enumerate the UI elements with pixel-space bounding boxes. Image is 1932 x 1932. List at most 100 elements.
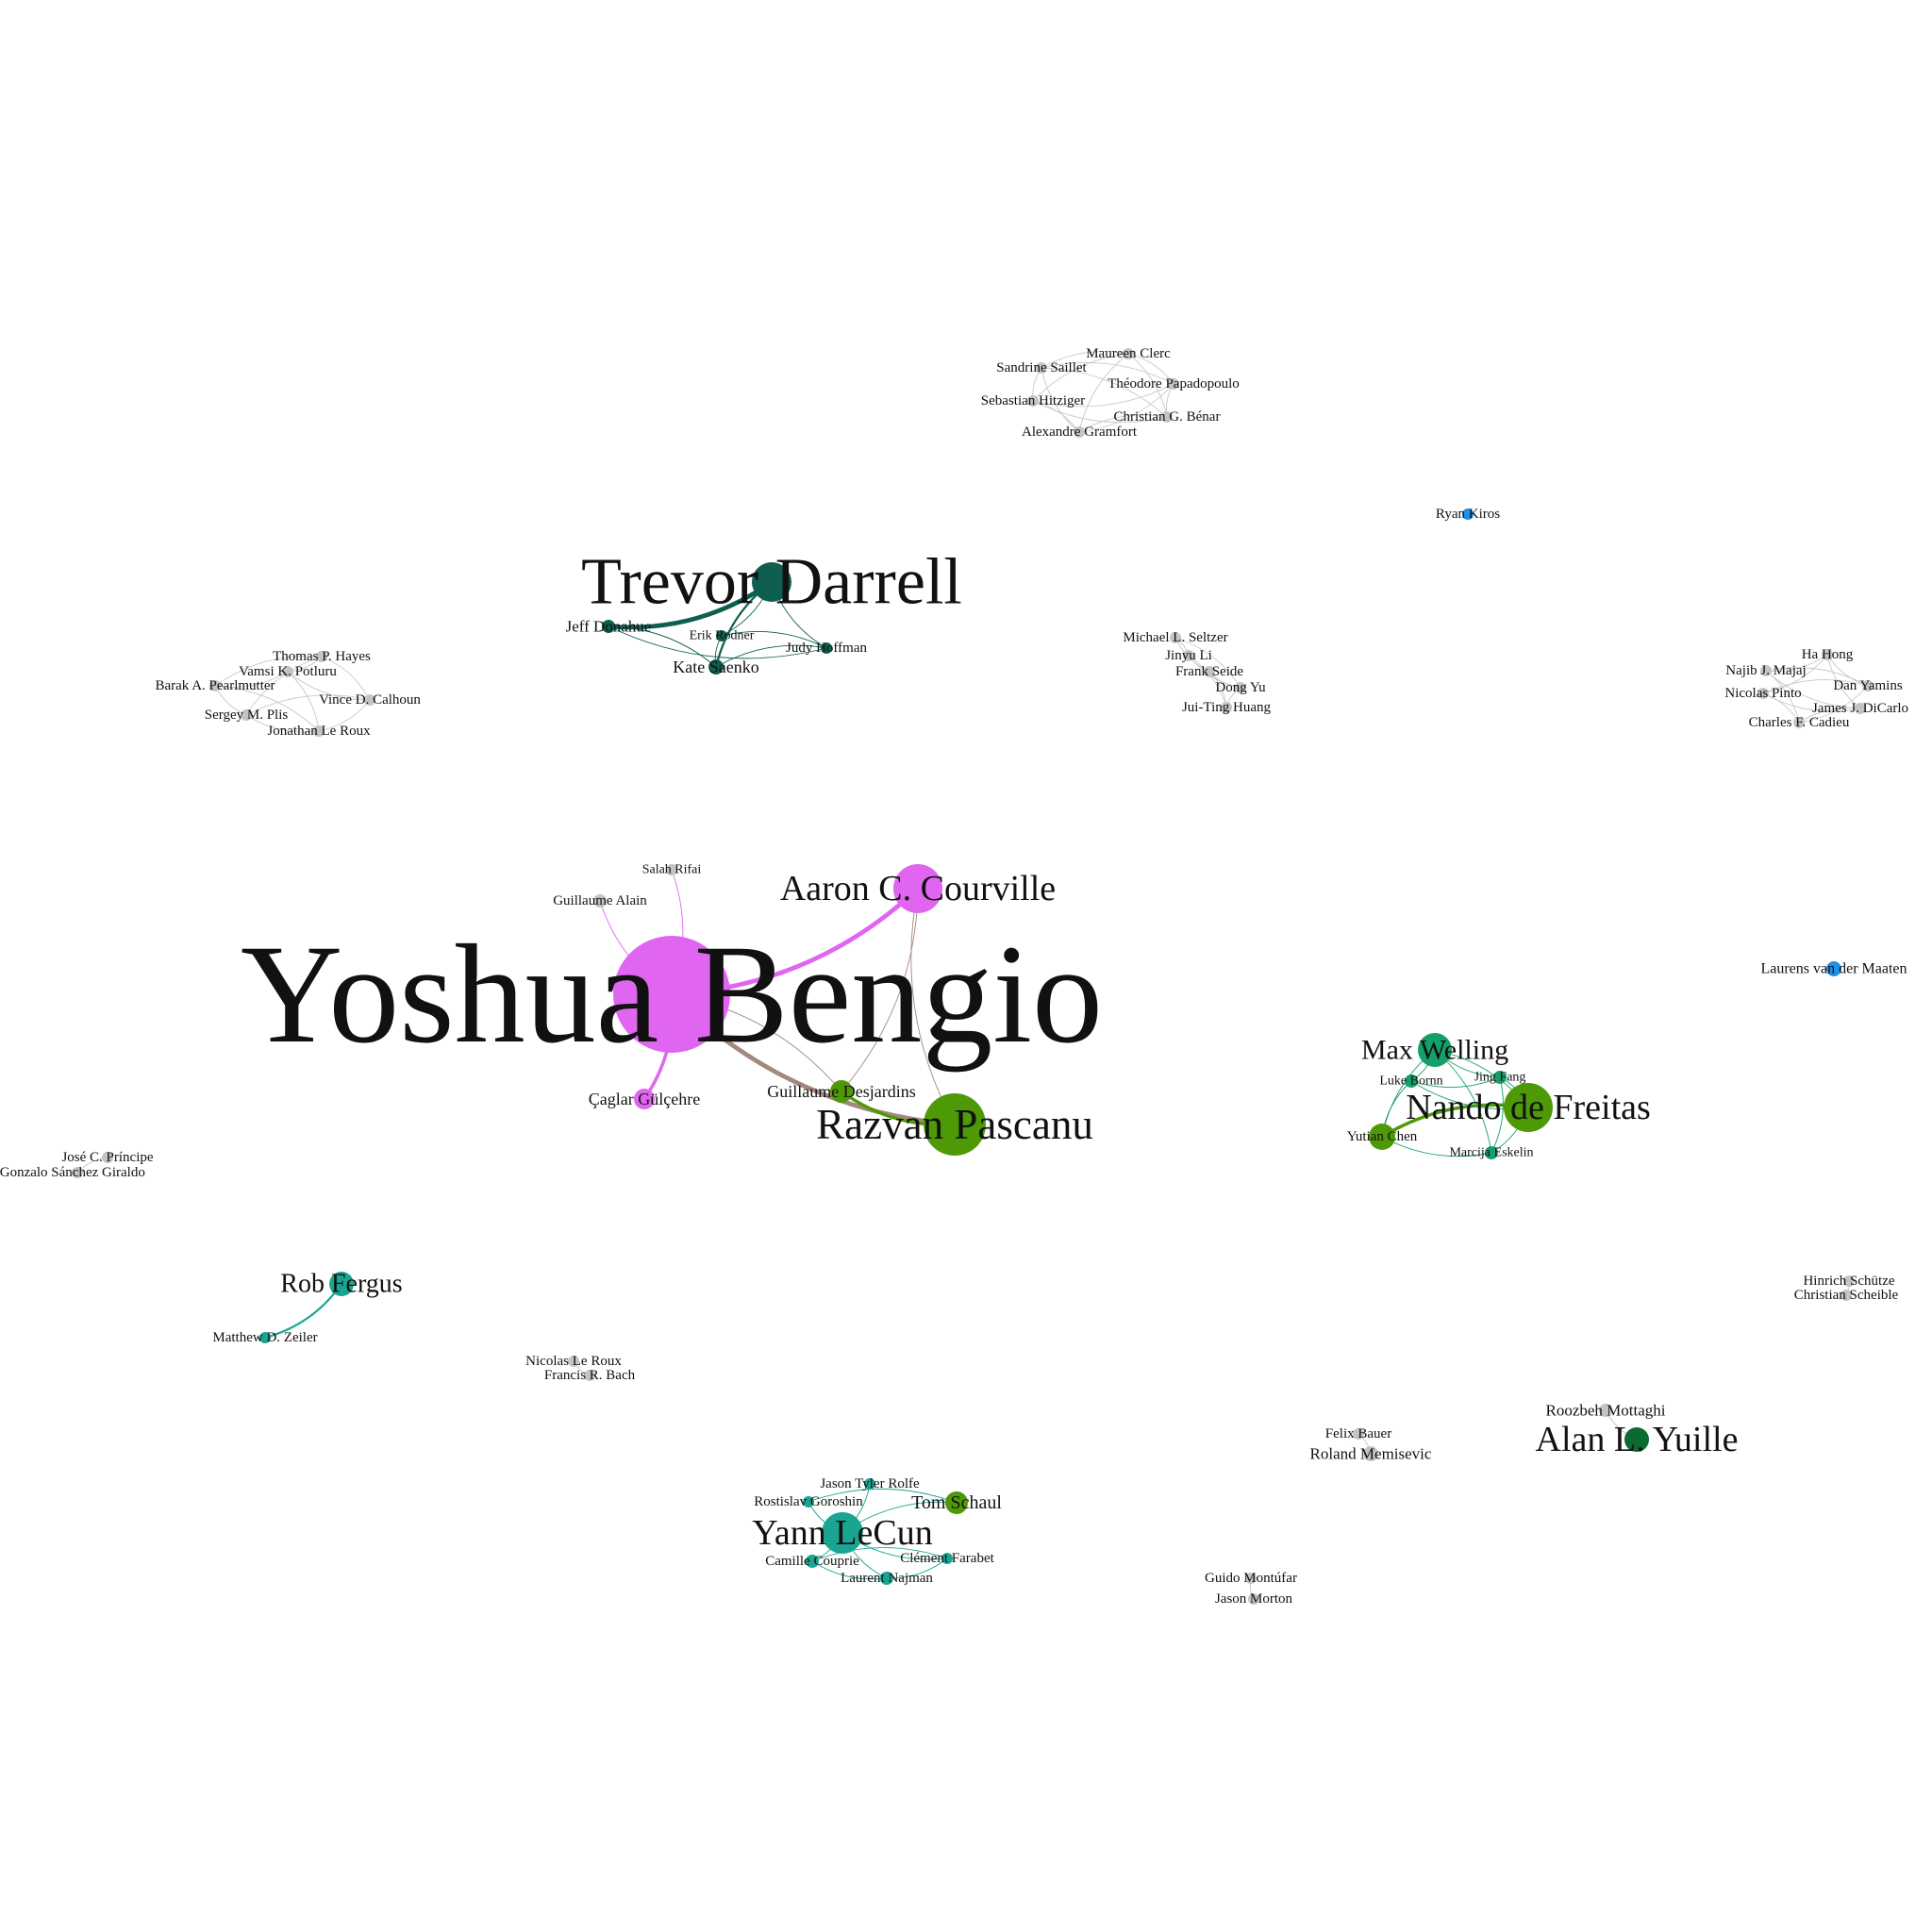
edge-hayes-calhoun	[321, 656, 371, 701]
node-welling[interactable]	[1418, 1033, 1452, 1067]
node-saillet[interactable]	[1036, 362, 1047, 374]
node-farabet[interactable]	[941, 1553, 953, 1564]
node-label-zeiler: Matthew D. Zeiler	[212, 1330, 317, 1345]
node-memisevic[interactable]	[1363, 1446, 1378, 1461]
node-hayes[interactable]	[316, 651, 327, 662]
edge-majaj-cadieu	[1765, 670, 1800, 724]
node-label-memisevic: Roland Memisevic	[1310, 1445, 1432, 1463]
node-label-benar: Christian G. Bénar	[1114, 409, 1221, 425]
node-schaul[interactable]	[945, 1491, 968, 1514]
node-clerc[interactable]	[1123, 348, 1134, 359]
edge-rodner-hoffman	[721, 631, 827, 649]
node-jinyuli[interactable]	[1183, 650, 1194, 661]
node-pearlmutter[interactable]	[209, 680, 221, 691]
node-yuille[interactable]	[1624, 1427, 1649, 1452]
node-morton[interactable]	[1248, 1593, 1259, 1605]
node-desjardins[interactable]	[830, 1080, 853, 1103]
node-dicarlo[interactable]	[1855, 703, 1866, 714]
node-hoffman[interactable]	[821, 642, 832, 654]
edge-saillet-benar	[1041, 367, 1168, 418]
edge-saillet-papadopoulo	[1041, 362, 1174, 385]
node-label-jingfang: Jing Fang	[1474, 1071, 1526, 1085]
node-yamins[interactable]	[1862, 680, 1874, 691]
node-cadieu[interactable]	[1793, 717, 1805, 728]
node-label-papadopoulo: Théodore Papadopoulo	[1108, 376, 1240, 391]
node-label-calhoun: Vince D. Calhoun	[319, 692, 421, 708]
node-gulcehre[interactable]	[634, 1089, 655, 1109]
node-donahue[interactable]	[602, 620, 615, 633]
node-label-kiros: Ryan Kiros	[1436, 507, 1500, 522]
node-label-saillet: Sandrine Saillet	[996, 360, 1087, 375]
node-rolfe[interactable]	[864, 1478, 875, 1490]
node-principe[interactable]	[102, 1152, 113, 1163]
node-seide[interactable]	[1204, 666, 1215, 677]
node-benar[interactable]	[1161, 411, 1173, 423]
nodes-layer	[72, 348, 1874, 1605]
node-maaten[interactable]	[1826, 961, 1841, 976]
node-alain[interactable]	[593, 894, 607, 908]
node-giraldo[interactable]	[72, 1167, 83, 1178]
edge-donahue-saenko	[608, 625, 717, 668]
edge-darrell-donahue	[606, 579, 774, 630]
node-schutze[interactable]	[1843, 1275, 1855, 1287]
node-label-dicarlo: James J. DiCarlo	[1812, 701, 1908, 716]
node-pinto[interactable]	[1757, 688, 1769, 699]
node-bauer[interactable]	[1353, 1428, 1364, 1440]
node-jingfang[interactable]	[1493, 1071, 1507, 1084]
node-pascanu[interactable]	[924, 1093, 986, 1156]
edge-seltzer-dongyu	[1174, 637, 1241, 689]
node-fergus[interactable]	[329, 1272, 354, 1296]
edge-papadopoulo-gramfort	[1078, 383, 1174, 433]
node-label-seltzer: Michael L. Seltzer	[1123, 630, 1227, 645]
node-huang[interactable]	[1221, 702, 1232, 713]
node-hitziger[interactable]	[1027, 395, 1039, 407]
node-najman[interactable]	[880, 1572, 893, 1585]
node-saenko[interactable]	[708, 659, 724, 675]
node-yutian[interactable]	[1369, 1124, 1395, 1150]
node-calhoun[interactable]	[364, 694, 375, 706]
node-label-hahong: Ha Hong	[1802, 647, 1854, 662]
node-mottaghi[interactable]	[1599, 1404, 1612, 1417]
node-bengio[interactable]	[613, 936, 730, 1053]
edge-plis-leroux_j	[245, 714, 320, 733]
node-label-bauer: Felix Bauer	[1325, 1426, 1391, 1441]
node-bornn[interactable]	[1405, 1074, 1418, 1088]
node-courville[interactable]	[893, 864, 942, 913]
node-zeiler[interactable]	[259, 1332, 271, 1343]
node-label-hoffman: Judy Hoffman	[786, 641, 867, 656]
node-label-pearlmutter: Barak A. Pearlmutter	[155, 678, 275, 693]
edge-pearlmutter-leroux_j	[214, 685, 320, 732]
node-hahong[interactable]	[1822, 649, 1833, 660]
node-scheible[interactable]	[1840, 1290, 1852, 1301]
edge-pinto-dicarlo	[1762, 692, 1861, 712]
node-seltzer[interactable]	[1170, 632, 1181, 643]
node-darrell[interactable]	[752, 562, 791, 602]
node-rifai[interactable]	[666, 864, 677, 875]
node-potluru[interactable]	[282, 666, 293, 677]
node-label-rodner: Erik Rodner	[690, 629, 755, 643]
node-dongyu[interactable]	[1235, 682, 1246, 693]
node-rodner[interactable]	[716, 630, 727, 641]
node-kiros[interactable]	[1462, 508, 1474, 520]
node-montufar[interactable]	[1245, 1573, 1257, 1584]
node-freitas[interactable]	[1504, 1083, 1553, 1132]
node-label-eskelin: Marcija Eskelin	[1449, 1146, 1533, 1160]
node-label-pascanu: Razvan Pascanu	[816, 1101, 1093, 1148]
node-gramfort[interactable]	[1074, 426, 1085, 438]
node-bach[interactable]	[584, 1370, 595, 1381]
node-papadopoulo[interactable]	[1168, 378, 1179, 390]
node-nleroux[interactable]	[568, 1356, 579, 1367]
node-label-morton: Jason Morton	[1215, 1591, 1293, 1607]
labels-layer: Yoshua Bengio Aaron C. Courville Çaglar Gü…	[0, 346, 1908, 1607]
node-couprie[interactable]	[806, 1555, 819, 1568]
node-label-yamins: Dan Yamins	[1833, 678, 1903, 693]
node-label-pinto: Nicolas Pinto	[1724, 686, 1801, 701]
node-lecun[interactable]	[822, 1512, 863, 1554]
node-plis[interactable]	[241, 709, 252, 721]
node-goroshin[interactable]	[803, 1496, 814, 1507]
node-eskelin[interactable]	[1485, 1146, 1498, 1159]
edge-benar-gramfort	[1078, 414, 1168, 433]
node-label-giraldo: s Gonzalo Sánchez Giraldo	[0, 1165, 145, 1180]
node-leroux_j[interactable]	[313, 725, 325, 737]
node-majaj[interactable]	[1760, 665, 1772, 676]
